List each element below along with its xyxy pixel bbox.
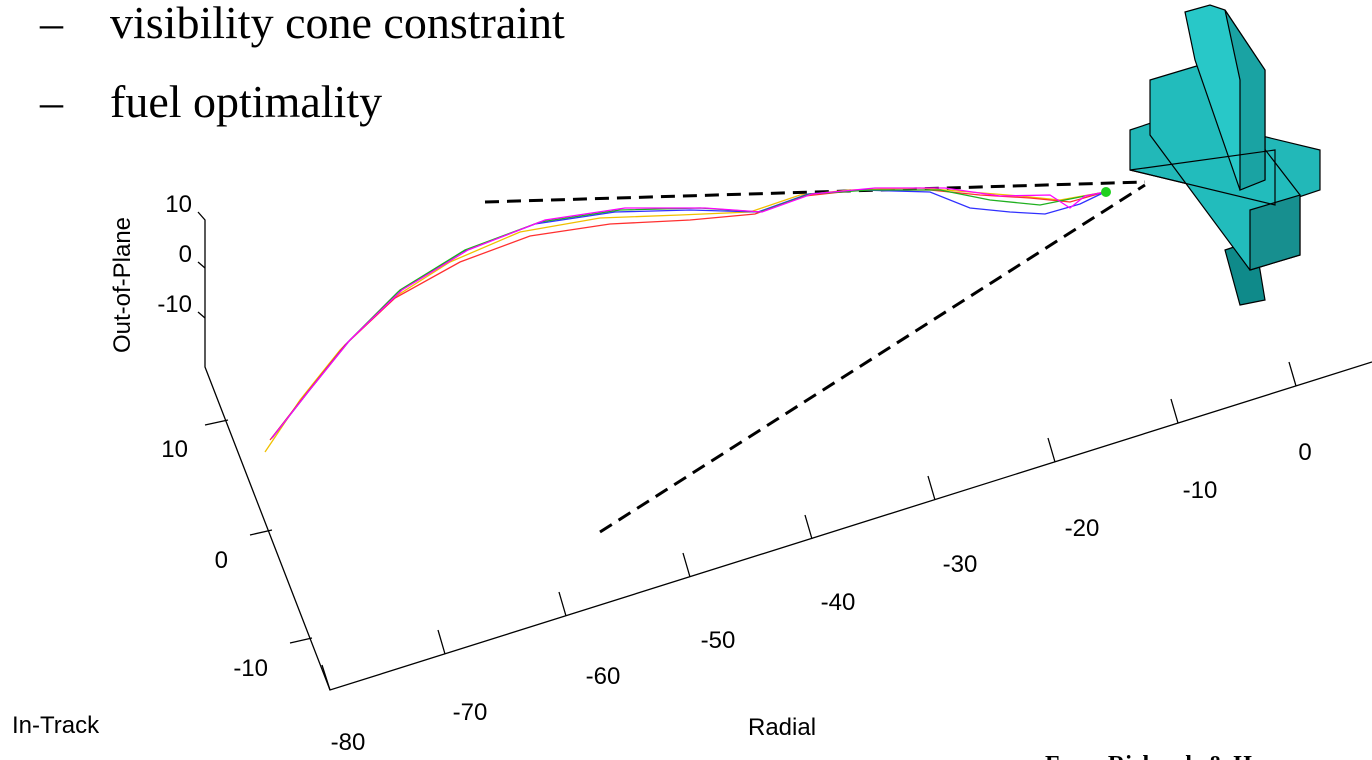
trajectories — [264, 187, 1111, 453]
tick-label: -40 — [821, 589, 856, 616]
bullet: fuel optimality — [110, 76, 382, 127]
axes — [197, 211, 1372, 691]
tick-label: -50 — [701, 627, 736, 654]
bullet-dash: – — [39, 76, 64, 127]
in-track-label: In-Track — [12, 712, 100, 739]
bullet-dash: – — [39, 0, 64, 48]
target-body — [1129, 4, 1321, 306]
tick-label: -10 — [233, 655, 268, 682]
visibility-cone — [484, 180, 1146, 534]
tick-label: 0 — [215, 547, 228, 574]
tick-label: -30 — [943, 551, 978, 578]
axis-lines — [197, 211, 1372, 691]
tick-label: -70 — [453, 699, 488, 726]
radial-label: Radial — [748, 714, 816, 741]
z-axis-label: Out-of-Plane — [109, 217, 136, 353]
tick-label: -10 — [157, 291, 192, 318]
radial-ticks — [321, 361, 1297, 691]
caption: From Richards & How — [1045, 752, 1282, 760]
tick-label: 10 — [161, 436, 188, 463]
in-track-ticks — [204, 419, 313, 644]
tick-label: 0 — [179, 241, 192, 268]
z-ticks — [197, 261, 206, 319]
tick-label: -80 — [331, 729, 366, 756]
bullet: visibility cone constraint — [110, 0, 565, 48]
tick-label: -20 — [1065, 515, 1100, 542]
tick-labels: 10 0 -10 10 0 -10 -80 -70 -60 -50 -40 -30 -20 -10 0 — [157, 191, 1311, 756]
tick-label: -10 — [1183, 477, 1218, 504]
tick-label: 0 — [1298, 439, 1311, 466]
tick-label: -60 — [586, 663, 621, 690]
tick-label: 10 — [165, 191, 192, 218]
